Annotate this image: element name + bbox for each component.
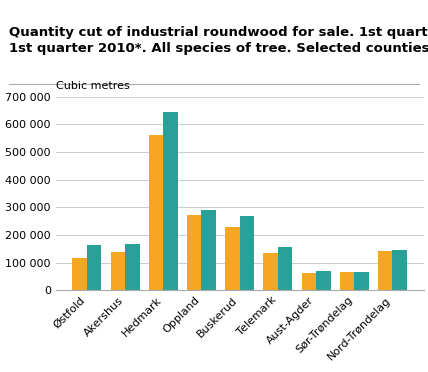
Bar: [225, 227, 240, 290]
Bar: [202, 210, 216, 290]
Bar: [163, 112, 178, 290]
Bar: [87, 246, 101, 290]
Text: Quantity cut of industrial roundwood for sale. 1st quarter 2009* and
1st quarter: Quantity cut of industrial roundwood for…: [9, 26, 428, 55]
Bar: [278, 247, 292, 290]
Text: Cubic metres: Cubic metres: [56, 81, 129, 91]
Bar: [125, 244, 140, 290]
Bar: [378, 251, 392, 290]
Bar: [187, 215, 202, 290]
Bar: [263, 253, 278, 290]
Bar: [302, 273, 316, 290]
Bar: [340, 272, 354, 290]
Bar: [392, 250, 407, 290]
Bar: [240, 216, 254, 290]
Bar: [110, 252, 125, 290]
Bar: [354, 272, 369, 290]
Bar: [149, 135, 163, 290]
Bar: [72, 257, 87, 290]
Bar: [316, 271, 330, 290]
